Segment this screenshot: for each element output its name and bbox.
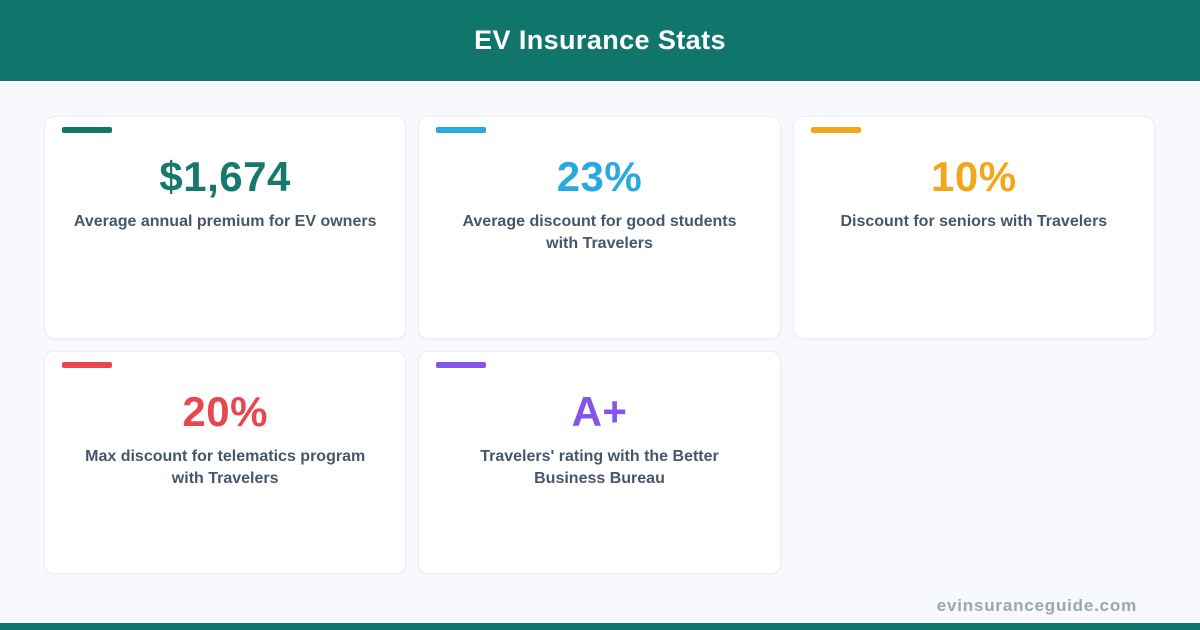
stat-label: Average annual premium for EV owners xyxy=(73,213,377,231)
stat-value: $1,674 xyxy=(159,153,291,200)
stat-card: 20% Max discount for telematics program … xyxy=(44,351,407,574)
page-title: EV Insurance Stats xyxy=(474,25,726,55)
bottom-accent-bar xyxy=(0,623,1200,630)
stat-value: 20% xyxy=(182,388,268,435)
stat-label: Travelers' rating with the Better Busine… xyxy=(480,448,719,488)
stat-card: 10% Discount for seniors with Travelers xyxy=(792,116,1155,339)
stats-grid: $1,674 Average annual premium for EV own… xyxy=(44,116,1155,574)
stat-card: $1,674 Average annual premium for EV own… xyxy=(44,116,407,339)
card-accent-bar xyxy=(436,362,487,368)
stat-label: Discount for seniors with Travelers xyxy=(840,213,1108,231)
stat-value: 10% xyxy=(931,153,1017,200)
card-accent-bar xyxy=(62,127,112,133)
card-accent-bar xyxy=(436,127,487,133)
stat-card: A+ Travelers' rating with the Better Bus… xyxy=(418,351,781,574)
stat-label: Max discount for telematics program with… xyxy=(85,448,366,488)
site-url: evinsuranceguide.com xyxy=(936,596,1137,615)
stat-value: A+ xyxy=(571,388,628,435)
card-accent-bar xyxy=(810,127,861,133)
stat-card: 23% Average discount for good students w… xyxy=(418,116,781,339)
stat-value: 23% xyxy=(556,153,643,200)
stat-label: Average discount for good students with … xyxy=(462,213,737,253)
header-bar: EV Insurance Stats xyxy=(0,0,1200,81)
card-accent-bar xyxy=(62,362,112,368)
